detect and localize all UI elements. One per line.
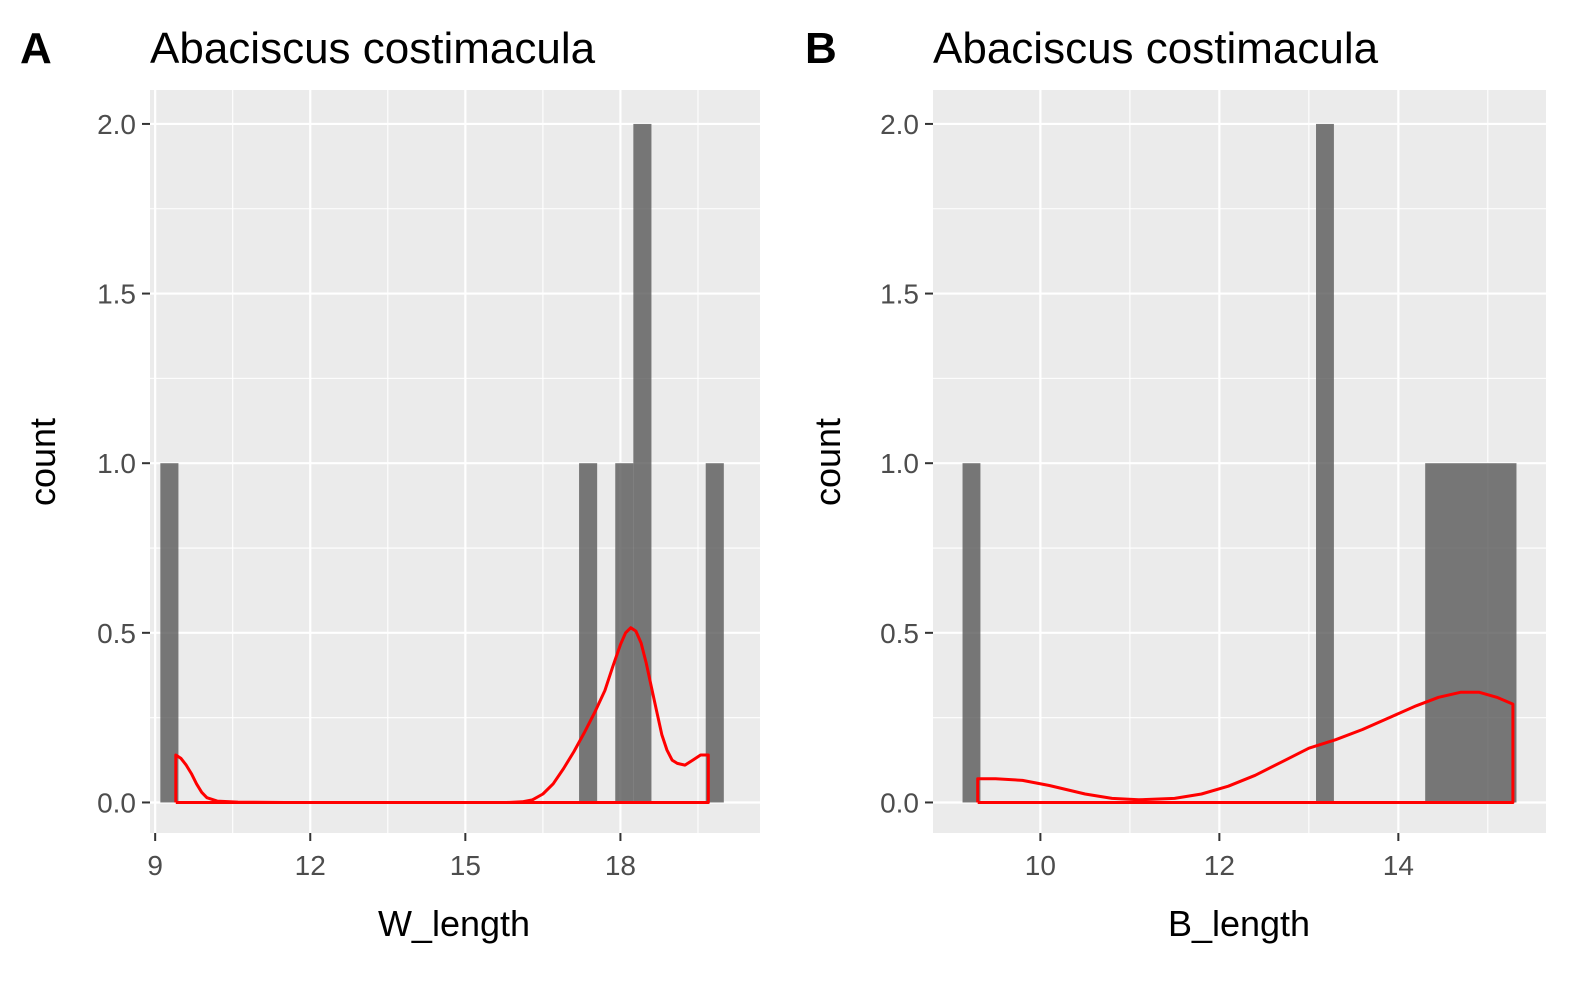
panel-b-y-tick-label: 1.5 [880,279,919,310]
panel-a-x-axis-title: W_length [378,903,530,944]
panel-b-histogram-bar [962,463,981,803]
panel-a-y-tick-label: 1.5 [97,279,136,310]
panel-b-x-tick-label: 12 [1204,850,1235,881]
panel-b-histogram-bar [1316,123,1334,803]
panel-a-x-tick-label: 15 [450,850,481,881]
panel-b-x-axis-title: B_length [1168,903,1310,944]
panel-b-y-tick-label: 1.0 [880,448,919,479]
panel-a: A Abaciscus costimacula 9 12 15 18 0.0 0.5 1.0… [20,24,760,944]
panel-b-y-tick-label: 0.5 [880,618,919,649]
panel-a-plot: 9 12 15 18 0.0 0.5 1.0 1.5 2.0 [97,90,760,881]
panel-a-histogram-bar [160,463,179,803]
panel-b: B Abaciscus costimacula 10 12 140.00.51.01… [805,24,1546,944]
panel-a-x-tick-label: 12 [295,850,326,881]
panel-a-histogram-bar [633,123,652,803]
panel-b-plot: 10 12 14 0.0 0.5 1.0 1.5 2.0 [880,90,1546,881]
panel-b-density-curve [976,690,1515,804]
panel-a-x-tick-label: 9 [147,850,163,881]
panel-a-density-curve [174,626,710,804]
panel-a-y-tick-label: 1.0 [97,448,136,479]
panel-b-title: Abaciscus costimacula [933,24,1379,73]
panel-a-title: Abaciscus costimacula [150,24,596,73]
panel-a-y-tick-label: 2.0 [97,109,136,140]
panel-b-y-tick-label: 2.0 [880,109,919,140]
panel-b-x-tick-label: 10 [1025,850,1056,881]
panel-a-histogram-bar [579,463,598,803]
panel-a-y-tick-label: 0.5 [97,618,136,649]
panel-b-y-axis-title: count [807,418,848,506]
panel-a-tag: A [20,24,52,73]
panel-b-tag: B [805,24,837,73]
panel-b-histogram-bar [1425,463,1517,803]
panel-a-y-tick-label: 0.0 [97,787,136,818]
panel-a-y-axis-title: count [22,418,63,506]
panel-a-plot-background [150,90,760,833]
panel-a-histogram-bar [705,463,724,803]
panel-b-y-tick-label: 0.0 [880,787,919,818]
panel-a-x-tick-label: 18 [605,850,636,881]
panel-b-x-tick-label: 14 [1383,850,1414,881]
